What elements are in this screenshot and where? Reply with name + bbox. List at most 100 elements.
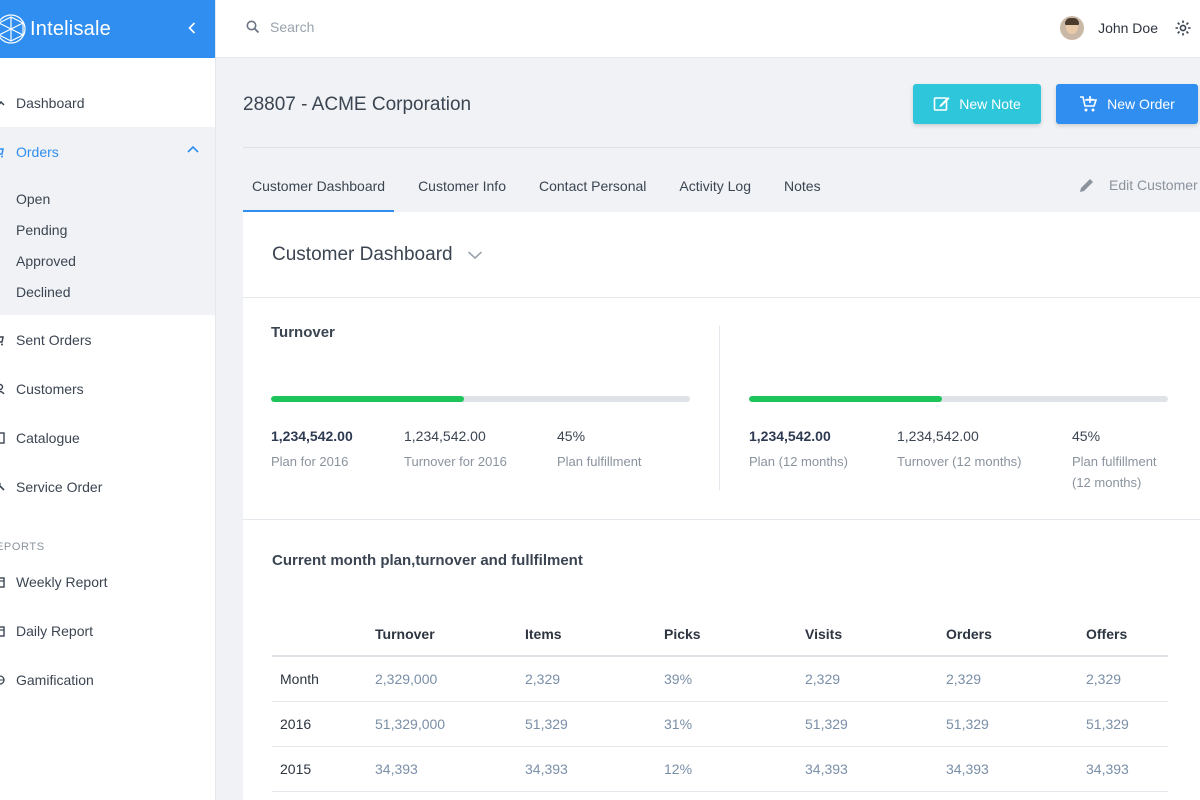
pencil-icon [1080, 179, 1093, 192]
wrench-icon [0, 480, 8, 494]
turnover-section: Turnover 1,234,542.00 Plan for 2016 1,23… [243, 298, 1200, 520]
gear-icon[interactable] [1174, 19, 1192, 37]
tab-customer-info[interactable]: Customer Info [418, 178, 506, 194]
row-label: 2016 [272, 701, 375, 747]
monthly-title: Current month plan,turnover and fullfilm… [272, 552, 583, 569]
user-name[interactable]: John Doe [1098, 20, 1158, 36]
turnover-title: Turnover [271, 324, 335, 341]
stat-label-line: (12 months) [1072, 475, 1142, 490]
table-cell: 2,329,000 [375, 656, 525, 702]
sidebar-item-customers[interactable]: Customers [0, 364, 215, 413]
stat-label: Plan fulfillment [557, 454, 642, 469]
sidebar-item-service-order[interactable]: Service Order [0, 462, 215, 511]
stat-value: 45% [1072, 428, 1101, 444]
sidebar-subitem-pending[interactable]: Pending [16, 221, 68, 238]
sidebar-item-label: Orders [16, 143, 59, 160]
stat-fulfillment: 45% Plan fulfillment [557, 428, 642, 472]
new-order-button[interactable]: New Order [1056, 84, 1198, 124]
new-note-button[interactable]: New Note [913, 84, 1041, 124]
sidebar-item-label: Customers [16, 380, 84, 397]
table-cell: 2,329 [1086, 656, 1168, 702]
stat-plan-12m: 1,234,542.00 Plan (12 months) [749, 428, 848, 472]
stat-label: Turnover (12 months) [897, 454, 1022, 469]
customer-dashboard-panel: Customer Dashboard Turnover 1,234,542.00… [243, 212, 1200, 800]
table-header-row: Turnover Items Picks Visits Orders Offer… [272, 624, 1168, 657]
row-label: Month [272, 656, 375, 702]
stat-value: 1,234,542.00 [897, 428, 979, 444]
table-cell: 31% [664, 701, 805, 747]
brand-name: Intelisale [30, 17, 111, 40]
search-icon [246, 20, 260, 34]
monthly-table: Turnover Items Picks Visits Orders Offer… [272, 624, 1168, 792]
sidebar-item-label: Catalogue [16, 429, 80, 446]
cart-arrow-icon [0, 333, 8, 347]
cart-icon [0, 145, 8, 159]
vertical-divider [719, 326, 720, 490]
sidebar-item-dashboard[interactable]: Dashboard [0, 78, 215, 127]
stat-label: Turnover for 2016 [404, 454, 507, 469]
edit-customer-button[interactable]: Edit Customer [1078, 176, 1198, 194]
header-divider [243, 147, 1200, 148]
new-order-label: New Order [1107, 96, 1175, 112]
table-cell: 2,329 [805, 656, 946, 702]
user-menu: John Doe [1060, 16, 1192, 40]
top-bar: John Doe [216, 0, 1200, 58]
column-header: Orders [946, 624, 1086, 657]
column-header: Visits [805, 624, 946, 657]
sidebar-item-orders[interactable]: Orders [0, 127, 215, 176]
stat-turnover: 1,234,542.00 Turnover for 2016 [404, 428, 507, 472]
sidebar-item-label: Gamification [16, 671, 94, 688]
tab-notes[interactable]: Notes [784, 178, 821, 194]
sidebar-item-catalogue[interactable]: Catalogue [0, 413, 215, 462]
sidebar-item-gamification[interactable]: Gamification [0, 655, 215, 704]
sidebar-item-label: Daily Report [16, 622, 94, 639]
stat-value: 45% [557, 428, 586, 444]
sidebar: Intelisale Dashboard Orders Open Pending… [0, 0, 216, 800]
table-cell: 34,393 [805, 746, 946, 792]
user-icon [0, 382, 8, 396]
avatar[interactable] [1060, 16, 1085, 40]
sidebar-subitem-declined[interactable]: Declined [16, 283, 71, 300]
column-header: Items [525, 624, 664, 657]
tab-customer-dashboard[interactable]: Customer Dashboard [243, 166, 395, 212]
column-header [272, 624, 375, 657]
table-row: 2016 51,329,000 51,329 31% 51,329 51,329 51,32… [272, 701, 1168, 747]
sidebar-item-sent-orders[interactable]: Sent Orders [0, 315, 215, 364]
plan-12m-progress-fill [749, 396, 942, 402]
tab-contact-personal[interactable]: Contact Personal [539, 178, 647, 194]
table-row: Month 2,329,000 2,329 39% 2,329 2,329 2,329 [272, 656, 1168, 702]
page-title: 28807 - ACME Corporation [243, 94, 472, 115]
table-cell: 51,329 [805, 701, 946, 747]
table-cell: 12% [664, 746, 805, 792]
stat-fulfillment-12m: 45% Plan fulfillment (12 months) [1072, 428, 1157, 493]
tab-activity-log[interactable]: Activity Log [679, 178, 751, 194]
table-cell: 51,329 [1086, 701, 1168, 747]
column-header: Turnover [375, 624, 525, 657]
stat-value: 1,234,542.00 [749, 428, 831, 444]
sidebar-item-daily-report[interactable]: Daily Report [0, 606, 215, 655]
search-box [246, 19, 470, 35]
sidebar-subitem-open[interactable]: Open [16, 190, 51, 207]
table-row: 2015 34,393 34,393 12% 34,393 34,393 34,393 [272, 746, 1168, 792]
table-cell: 2,329 [525, 656, 664, 702]
table-cell: 34,393 [1086, 746, 1168, 792]
panel-title: Customer Dashboard [272, 243, 453, 265]
table-cell: 34,393 [946, 746, 1086, 792]
search-input[interactable] [270, 19, 470, 35]
brain-logo-icon [0, 14, 26, 44]
plan-progress-bar [271, 396, 690, 402]
calendar-icon [0, 624, 8, 638]
plan-12m-progress-bar [749, 396, 1168, 402]
table-cell: 2,329 [946, 656, 1086, 702]
table-cell: 34,393 [525, 746, 664, 792]
table-cell: 34,393 [375, 746, 525, 792]
chevron-down-icon[interactable] [467, 250, 483, 260]
sidebar-subitem-approved[interactable]: Approved [16, 252, 76, 269]
sidebar-nav: Dashboard Orders Open Pending Approved D… [0, 58, 215, 704]
table-cell: 39% [664, 656, 805, 702]
sidebar-item-weekly-report[interactable]: Weekly Report [0, 557, 215, 606]
stat-label: Plan for 2016 [271, 454, 349, 469]
new-note-label: New Note [959, 96, 1021, 112]
reports-section-label: EPORTS [0, 541, 45, 553]
collapse-sidebar-button[interactable] [183, 17, 201, 39]
